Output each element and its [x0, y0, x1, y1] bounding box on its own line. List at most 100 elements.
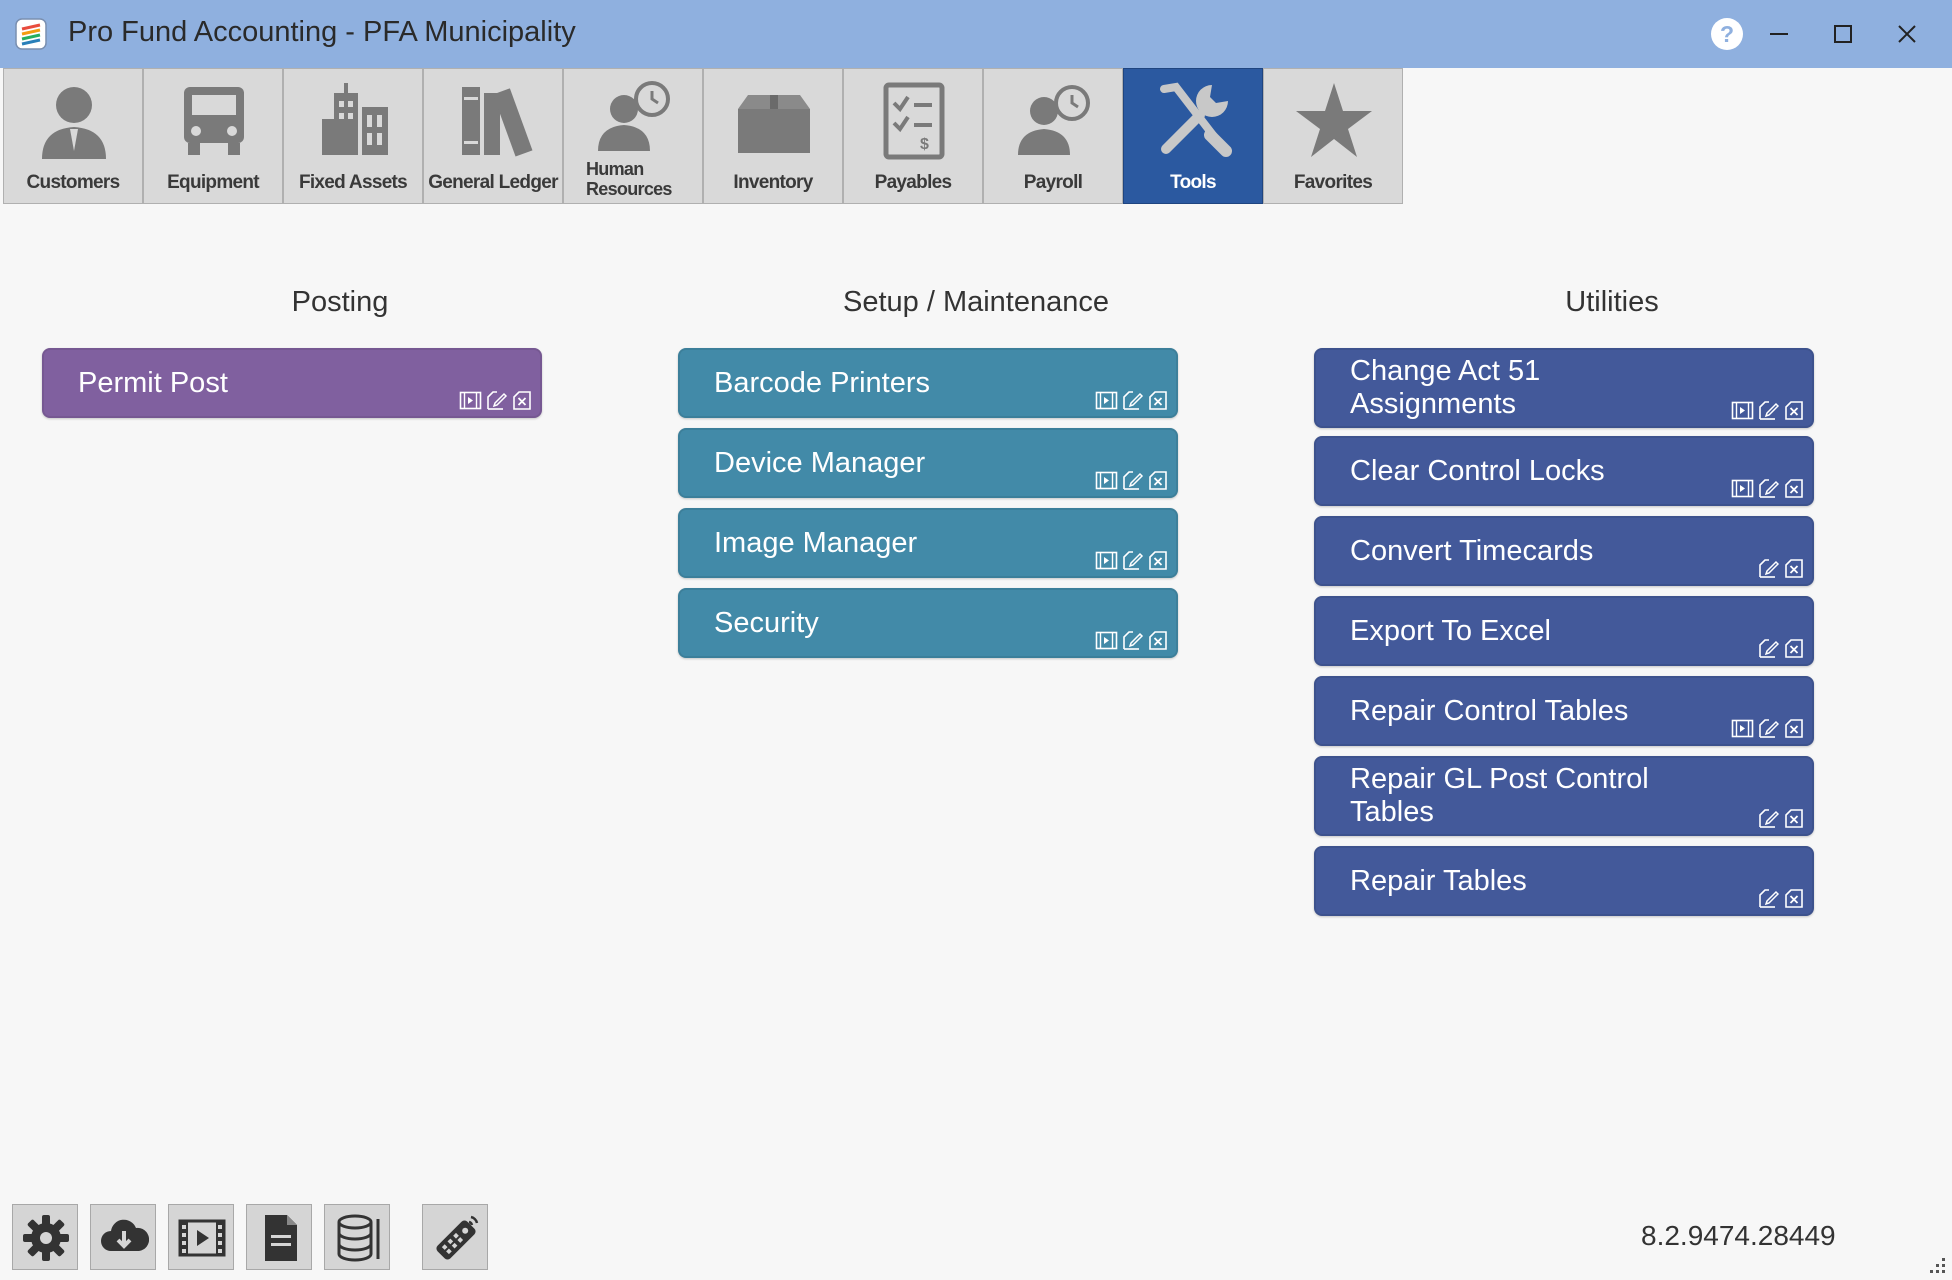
title-bar: Pro Fund Accounting - PFA Municipality ?: [0, 0, 1952, 68]
edit-icon[interactable]: [1757, 477, 1780, 500]
database-button[interactable]: [324, 1204, 390, 1270]
edit-icon[interactable]: [1121, 469, 1144, 492]
module-tab-payables[interactable]: $ Payables: [843, 68, 983, 204]
video-icon[interactable]: [1095, 549, 1118, 572]
tile-label: Export To Excel: [1350, 614, 1551, 647]
module-label: Payroll: [1023, 172, 1083, 193]
edit-icon[interactable]: [1757, 807, 1780, 830]
tile-label: Repair Control Tables: [1350, 694, 1629, 727]
module-toolbar: Customers Equipment Fixed Assets: [3, 68, 1403, 204]
settings-button[interactable]: [12, 1204, 78, 1270]
edit-icon[interactable]: [1757, 887, 1780, 910]
edit-icon[interactable]: [1757, 399, 1780, 422]
close-doc-icon[interactable]: [511, 389, 534, 412]
edit-icon[interactable]: [1757, 637, 1780, 660]
tile-security[interactable]: Security: [678, 588, 1178, 658]
checklist-dollar-icon: $: [883, 82, 945, 160]
minimize-button[interactable]: [1756, 12, 1802, 56]
cloud-download-button[interactable]: [90, 1204, 156, 1270]
posting-heading: Posting: [291, 286, 389, 318]
close-doc-icon[interactable]: [1783, 557, 1806, 580]
tile-image-manager[interactable]: Image Manager: [678, 508, 1178, 578]
svg-text:$: $: [920, 136, 929, 153]
documents-button[interactable]: [246, 1204, 312, 1270]
module-label: Payables: [874, 172, 952, 193]
close-doc-icon[interactable]: [1783, 807, 1806, 830]
tile-label: Permit Post: [78, 366, 228, 399]
setup-heading: Setup / Maintenance: [842, 286, 1109, 318]
tile-change-act-51-assignments[interactable]: Change Act 51 Assignments: [1314, 348, 1814, 428]
close-doc-icon[interactable]: [1783, 637, 1806, 660]
edit-icon[interactable]: [1757, 717, 1780, 740]
close-button[interactable]: [1884, 12, 1930, 56]
utilities-heading: Utilities: [1565, 286, 1659, 318]
tile-repair-gl-post-control-tables[interactable]: Repair GL Post Control Tables: [1314, 756, 1814, 836]
video-icon[interactable]: [1095, 629, 1118, 652]
module-tab-inventory[interactable]: Inventory: [703, 68, 843, 204]
module-label: Human Resources: [586, 159, 672, 199]
close-doc-icon[interactable]: [1147, 629, 1170, 652]
close-doc-icon[interactable]: [1783, 399, 1806, 422]
edit-icon[interactable]: [1121, 629, 1144, 652]
video-icon[interactable]: [1731, 399, 1754, 422]
edit-icon[interactable]: [485, 389, 508, 412]
customer-icon: [42, 87, 106, 159]
module-tab-tools[interactable]: Tools: [1123, 68, 1263, 204]
module-tab-general-ledger[interactable]: General Ledger: [423, 68, 563, 204]
tile-export-to-excel[interactable]: Export To Excel: [1314, 596, 1814, 666]
tile-label: Convert Timecards: [1350, 534, 1594, 567]
remote-support-button[interactable]: [422, 1204, 488, 1270]
video-icon[interactable]: [459, 389, 482, 412]
truck-icon: [184, 87, 244, 155]
person-clock-icon: [1018, 85, 1090, 155]
module-tab-favorites[interactable]: Favorites: [1263, 68, 1403, 204]
version-label: 8.2.9474.28449: [1641, 1220, 1836, 1251]
edit-icon[interactable]: [1121, 389, 1144, 412]
tile-label: Clear Control Locks: [1350, 454, 1605, 487]
video-tutorials-button[interactable]: [168, 1204, 234, 1270]
module-label: Tools: [1170, 172, 1216, 193]
module-label: Equipment: [167, 172, 260, 193]
module-tab-equipment[interactable]: Equipment: [143, 68, 283, 204]
person-clock-icon: [598, 81, 670, 151]
help-button[interactable]: ?: [1711, 18, 1743, 50]
tile-label: Barcode Printers: [714, 366, 930, 399]
tile-barcode-printers[interactable]: Barcode Printers: [678, 348, 1178, 418]
video-icon[interactable]: [1095, 389, 1118, 412]
tile-convert-timecards[interactable]: Convert Timecards: [1314, 516, 1814, 586]
close-doc-icon[interactable]: [1147, 469, 1170, 492]
module-label: Customers: [26, 172, 121, 193]
app-logo-icon: [15, 18, 47, 50]
ledger-books-icon: [462, 87, 533, 157]
edit-icon[interactable]: [1121, 549, 1144, 572]
document-icon: [265, 1215, 297, 1261]
maximize-button[interactable]: [1820, 12, 1866, 56]
tile-repair-tables[interactable]: Repair Tables: [1314, 846, 1814, 916]
tile-label: Device Manager: [714, 446, 926, 479]
edit-icon[interactable]: [1757, 557, 1780, 580]
tile-repair-control-tables[interactable]: Repair Control Tables: [1314, 676, 1814, 746]
building-icon: [322, 83, 388, 155]
module-tab-fixed-assets[interactable]: Fixed Assets: [283, 68, 423, 204]
close-doc-icon[interactable]: [1147, 389, 1170, 412]
tools-icon: [1160, 82, 1232, 157]
module-label: General Ledger: [428, 172, 558, 193]
tile-label: Image Manager: [714, 526, 918, 559]
tile-permit-post[interactable]: Permit Post: [42, 348, 542, 418]
close-doc-icon[interactable]: [1783, 477, 1806, 500]
module-tab-human-resources[interactable]: Human Resources: [563, 68, 703, 204]
star-icon: [1296, 83, 1372, 157]
close-doc-icon[interactable]: [1783, 887, 1806, 910]
video-icon[interactable]: [1731, 717, 1754, 740]
close-doc-icon[interactable]: [1147, 549, 1170, 572]
module-tab-payroll[interactable]: Payroll: [983, 68, 1123, 204]
video-icon[interactable]: [1731, 477, 1754, 500]
module-tab-customers[interactable]: Customers: [3, 68, 143, 204]
video-icon[interactable]: [1095, 469, 1118, 492]
close-doc-icon[interactable]: [1783, 717, 1806, 740]
tile-device-manager[interactable]: Device Manager: [678, 428, 1178, 498]
tile-clear-control-locks[interactable]: Clear Control Locks: [1314, 436, 1814, 506]
box-icon: [738, 95, 810, 153]
resize-grip-icon[interactable]: [1924, 1252, 1946, 1274]
window-title: Pro Fund Accounting - PFA Municipality: [68, 16, 576, 48]
